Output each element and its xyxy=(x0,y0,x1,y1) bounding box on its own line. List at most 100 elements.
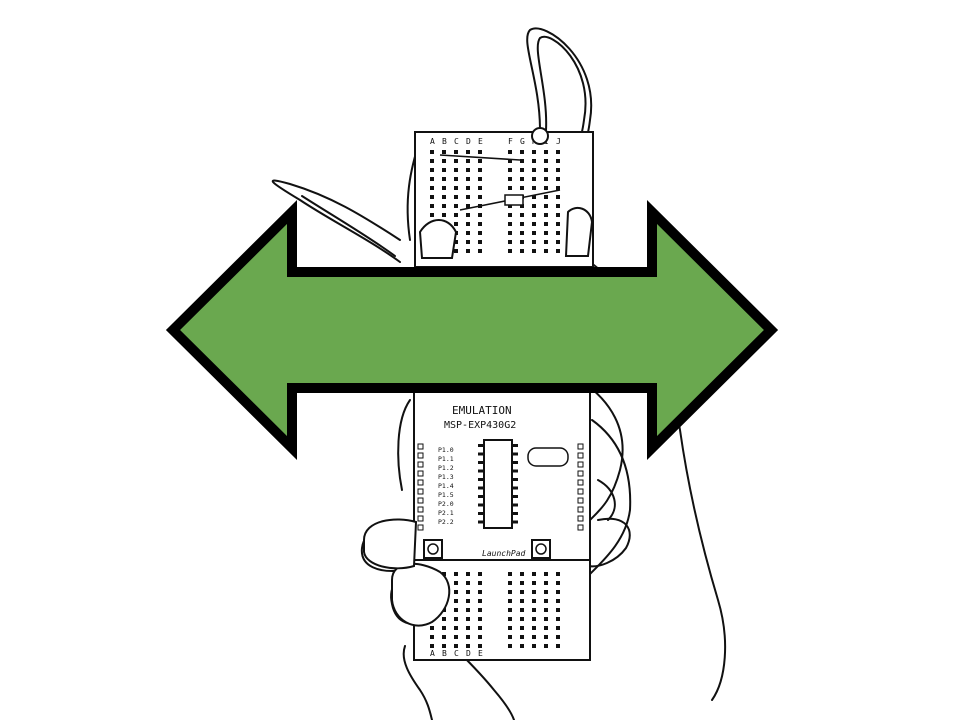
breadboard-hole xyxy=(532,177,536,181)
header-pin xyxy=(417,470,424,477)
breadboard-hole xyxy=(532,617,536,621)
breadboard-hole xyxy=(508,617,512,621)
breadboard-hole xyxy=(544,213,548,217)
breadboard-hole xyxy=(454,204,458,208)
breadboard-hole xyxy=(532,644,536,648)
breadboard-hole xyxy=(544,240,548,244)
breadboard-hole xyxy=(478,159,482,163)
header-pin xyxy=(417,479,424,486)
breadboard-hole xyxy=(466,168,470,172)
breadboard-hole xyxy=(478,644,482,648)
breadboard-hole xyxy=(508,168,512,172)
breadboard-hole xyxy=(556,599,560,603)
breadboard-hole xyxy=(466,617,470,621)
breadboard-hole xyxy=(478,177,482,181)
breadboard-hole xyxy=(454,195,458,199)
breadboard-hole xyxy=(520,581,524,585)
breadboard-hole xyxy=(532,249,536,253)
breadboard-hole xyxy=(544,617,548,621)
breadboard-hole xyxy=(520,177,524,181)
microcontroller-chip xyxy=(483,439,513,529)
breadboard-hole xyxy=(520,644,524,648)
header-pin xyxy=(417,452,424,459)
breadboard-hole xyxy=(520,186,524,190)
breadboard-hole xyxy=(454,590,458,594)
header-pin xyxy=(577,488,584,495)
breadboard-hole xyxy=(466,635,470,639)
breadboard-hole xyxy=(544,249,548,253)
breadboard-hole xyxy=(544,626,548,630)
breadboard-hole xyxy=(478,572,482,576)
chip-pin xyxy=(512,461,518,464)
breadboard-hole xyxy=(544,186,548,190)
breadboard-hole xyxy=(478,626,482,630)
header-pin xyxy=(417,506,424,513)
breadboard-hole xyxy=(532,635,536,639)
breadboard-hole xyxy=(442,150,446,154)
pin-label: P1.1 xyxy=(438,455,454,463)
breadboard-hole xyxy=(478,240,482,244)
breadboard-hole xyxy=(430,150,434,154)
breadboard-hole xyxy=(520,572,524,576)
breadboard-column-letter: J xyxy=(556,137,561,146)
breadboard-hole xyxy=(508,213,512,217)
breadboard-hole xyxy=(466,213,470,217)
breadboard-hole xyxy=(508,231,512,235)
header-pin xyxy=(577,479,584,486)
crystal-component xyxy=(527,447,569,467)
chip-pin xyxy=(478,444,484,447)
breadboard-hole xyxy=(478,581,482,585)
breadboard-hole xyxy=(508,204,512,208)
breadboard-hole xyxy=(532,240,536,244)
chip-pin xyxy=(478,478,484,481)
breadboard-hole xyxy=(430,159,434,163)
breadboard-hole xyxy=(544,644,548,648)
breadboard-hole xyxy=(508,608,512,612)
breadboard-hole xyxy=(430,195,434,199)
breadboard-hole xyxy=(532,204,536,208)
header-pin xyxy=(417,515,424,522)
breadboard-hole xyxy=(466,204,470,208)
breadboard-hole xyxy=(454,150,458,154)
breadboard-hole xyxy=(466,186,470,190)
breadboard-hole xyxy=(478,617,482,621)
breadboard-hole xyxy=(508,590,512,594)
breadboard-hole xyxy=(556,168,560,172)
header-pin xyxy=(577,506,584,513)
breadboard-hole xyxy=(544,599,548,603)
breadboard-hole xyxy=(532,159,536,163)
breadboard-hole xyxy=(466,644,470,648)
breadboard-hole xyxy=(430,177,434,181)
breadboard-hole xyxy=(532,195,536,199)
breadboard-hole xyxy=(556,177,560,181)
pin-label-column: P1.0P1.1P1.2P1.3P1.4P1.5P2.0P2.1P2.2 xyxy=(438,446,454,526)
breadboard-hole xyxy=(520,231,524,235)
chip-pin xyxy=(512,503,518,507)
breadboard-hole xyxy=(532,231,536,235)
breadboard-hole xyxy=(466,626,470,630)
breadboard-hole xyxy=(430,644,434,648)
breadboard-hole xyxy=(442,626,446,630)
breadboard-hole xyxy=(544,581,548,585)
led-component xyxy=(531,127,549,145)
pin-label: P1.3 xyxy=(438,473,454,481)
breadboard-hole xyxy=(466,195,470,199)
breadboard-hole xyxy=(454,608,458,612)
breadboard-hole xyxy=(556,590,560,594)
chip-pins xyxy=(478,444,518,524)
breadboard-hole xyxy=(508,159,512,163)
breadboard-hole xyxy=(520,213,524,217)
breadboard-hole xyxy=(430,213,434,217)
breadboard-hole xyxy=(520,150,524,154)
breadboard-hole xyxy=(532,186,536,190)
breadboard-hole xyxy=(466,572,470,576)
chip-pin xyxy=(512,452,518,456)
breadboard-column-letter: E xyxy=(478,649,483,658)
breadboard-hole xyxy=(442,213,446,217)
breadboard-hole xyxy=(508,572,512,576)
breadboard-hole xyxy=(556,249,560,253)
header-pin xyxy=(577,524,584,531)
breadboard-hole xyxy=(478,186,482,190)
breadboard-hole xyxy=(442,168,446,172)
